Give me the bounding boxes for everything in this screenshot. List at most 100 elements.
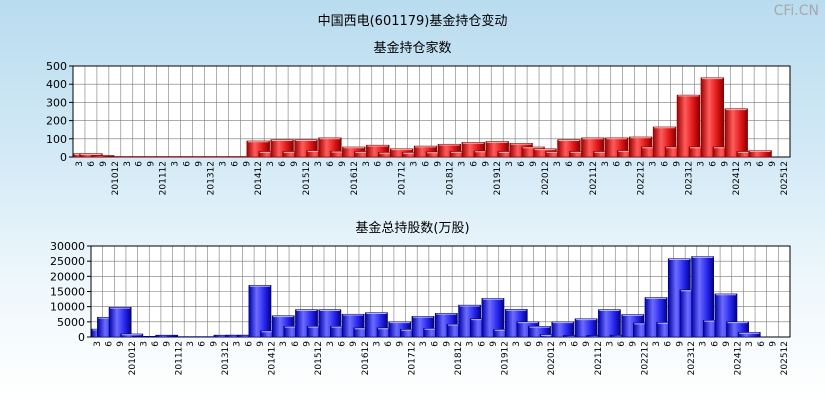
x-tick-label: 9	[396, 341, 406, 347]
x-tick-label: 3	[362, 161, 372, 167]
x-tick-label: 202212	[640, 341, 650, 375]
y-tick-label: 20000	[50, 270, 85, 283]
x-tick-label: 3	[218, 161, 228, 167]
x-tick-label: 3	[652, 341, 662, 347]
x-tick-label: 9	[386, 161, 396, 167]
x-tick-label: 3	[457, 161, 467, 167]
x-tick-label: 202112	[594, 341, 604, 375]
x-tick-label: 9	[536, 341, 546, 347]
bar	[528, 326, 551, 338]
x-tick-label: 9	[242, 161, 252, 167]
x-tick-label: 6	[565, 161, 575, 167]
y-tick-label: 400	[46, 78, 67, 91]
x-tick-label: 9	[194, 161, 204, 167]
x-tick-label: 201412	[254, 161, 264, 195]
x-tick-label: 201612	[350, 161, 360, 195]
x-tick-label: 202212	[637, 161, 647, 195]
x-tick-label: 201412	[268, 341, 278, 375]
x-tick-label: 3	[171, 161, 181, 167]
x-tick-label: 3	[410, 161, 420, 167]
x-tick-label: 6	[151, 341, 161, 347]
x-tick-label: 9	[442, 341, 452, 347]
bar	[724, 108, 748, 158]
bar	[248, 285, 272, 338]
x-tick-label: 6	[135, 161, 145, 167]
x-tick-label: 201512	[302, 161, 312, 195]
x-tick-label: 201312	[206, 161, 216, 195]
x-tick-label: 201012	[111, 161, 121, 195]
y-tick-label: 0	[60, 151, 67, 164]
x-tick-label: 201912	[493, 161, 503, 195]
x-tick-label: 3	[419, 341, 429, 347]
x-tick-label: 3	[466, 341, 476, 347]
x-tick-label: 9	[116, 341, 126, 347]
x-tick-label: 3	[745, 341, 755, 347]
page-title: 中国西电(601179)基金持仓变动	[317, 14, 508, 29]
x-tick-label: 3	[696, 161, 706, 167]
bar	[598, 309, 621, 338]
bar	[155, 334, 179, 338]
x-tick-label: 3	[649, 161, 659, 167]
x-tick-label: 202012	[547, 341, 557, 375]
x-tick-label: 6	[104, 341, 114, 347]
x-tick-label: 3	[553, 161, 563, 167]
y-tick-label: 200	[46, 115, 67, 128]
x-tick-label: 201912	[501, 341, 511, 375]
x-tick-label: 9	[147, 161, 157, 167]
x-tick-label: 201812	[445, 161, 455, 195]
x-tick-label: 3	[75, 161, 85, 167]
bar	[481, 298, 505, 338]
x-tick-label: 6	[524, 341, 534, 347]
x-tick-label: 9	[489, 341, 499, 347]
x-tick-label: 9	[256, 341, 266, 347]
x-tick-label: 6	[278, 161, 288, 167]
x-tick-label: 6	[661, 161, 671, 167]
x-tick-label: 6	[708, 161, 718, 167]
bar	[748, 150, 772, 158]
x-tick-label: 201712	[398, 161, 408, 195]
bar	[108, 306, 132, 338]
watermark-logo: CFi.CN	[773, 3, 819, 19]
x-tick-label: 6	[384, 341, 394, 347]
x-tick-label: 9	[303, 341, 313, 347]
x-tick-label: 6	[326, 161, 336, 167]
y-tick-label: 15000	[50, 286, 85, 299]
x-tick-label: 6	[477, 341, 487, 347]
x-tick-label: 6	[664, 341, 674, 347]
x-tick-label: 9	[675, 341, 685, 347]
x-tick-label: 3	[314, 161, 324, 167]
x-tick-label: 202312	[687, 341, 697, 375]
y-tick-label: 0	[78, 331, 85, 344]
bar	[551, 321, 575, 338]
bar	[91, 155, 115, 158]
x-tick-label: 202412	[734, 341, 744, 375]
x-tick-label: 9	[720, 161, 730, 167]
x-tick-label: 3	[512, 341, 522, 347]
x-tick-label: 3	[605, 341, 615, 347]
y-tick-label: 5000	[57, 316, 85, 329]
x-tick-label: 6	[757, 341, 767, 347]
x-tick-label: 6	[756, 161, 766, 167]
x-tick-label: 6	[291, 341, 301, 347]
x-tick-label: 9	[629, 341, 639, 347]
x-tick-label: 3	[279, 341, 289, 347]
x-tick-label: 6	[183, 161, 193, 167]
x-tick-label: 6	[469, 161, 479, 167]
x-tick-label: 202512	[780, 341, 790, 375]
x-tick-label: 9	[582, 341, 592, 347]
x-tick-label: 9	[768, 161, 778, 167]
y-tick-label: 300	[46, 96, 67, 109]
x-tick-label: 6	[244, 341, 254, 347]
y-tick-label: 25000	[50, 255, 85, 268]
x-tick-label: 6	[422, 161, 432, 167]
x-tick-label: 6	[710, 341, 720, 347]
bar	[574, 318, 598, 338]
x-tick-label: 9	[349, 341, 359, 347]
y-tick-label: 30000	[50, 240, 85, 253]
x-tick-label: 6	[617, 341, 627, 347]
x-tick-label: 3	[559, 341, 569, 347]
x-tick-label: 201712	[407, 341, 417, 375]
x-tick-label: 3	[699, 341, 709, 347]
